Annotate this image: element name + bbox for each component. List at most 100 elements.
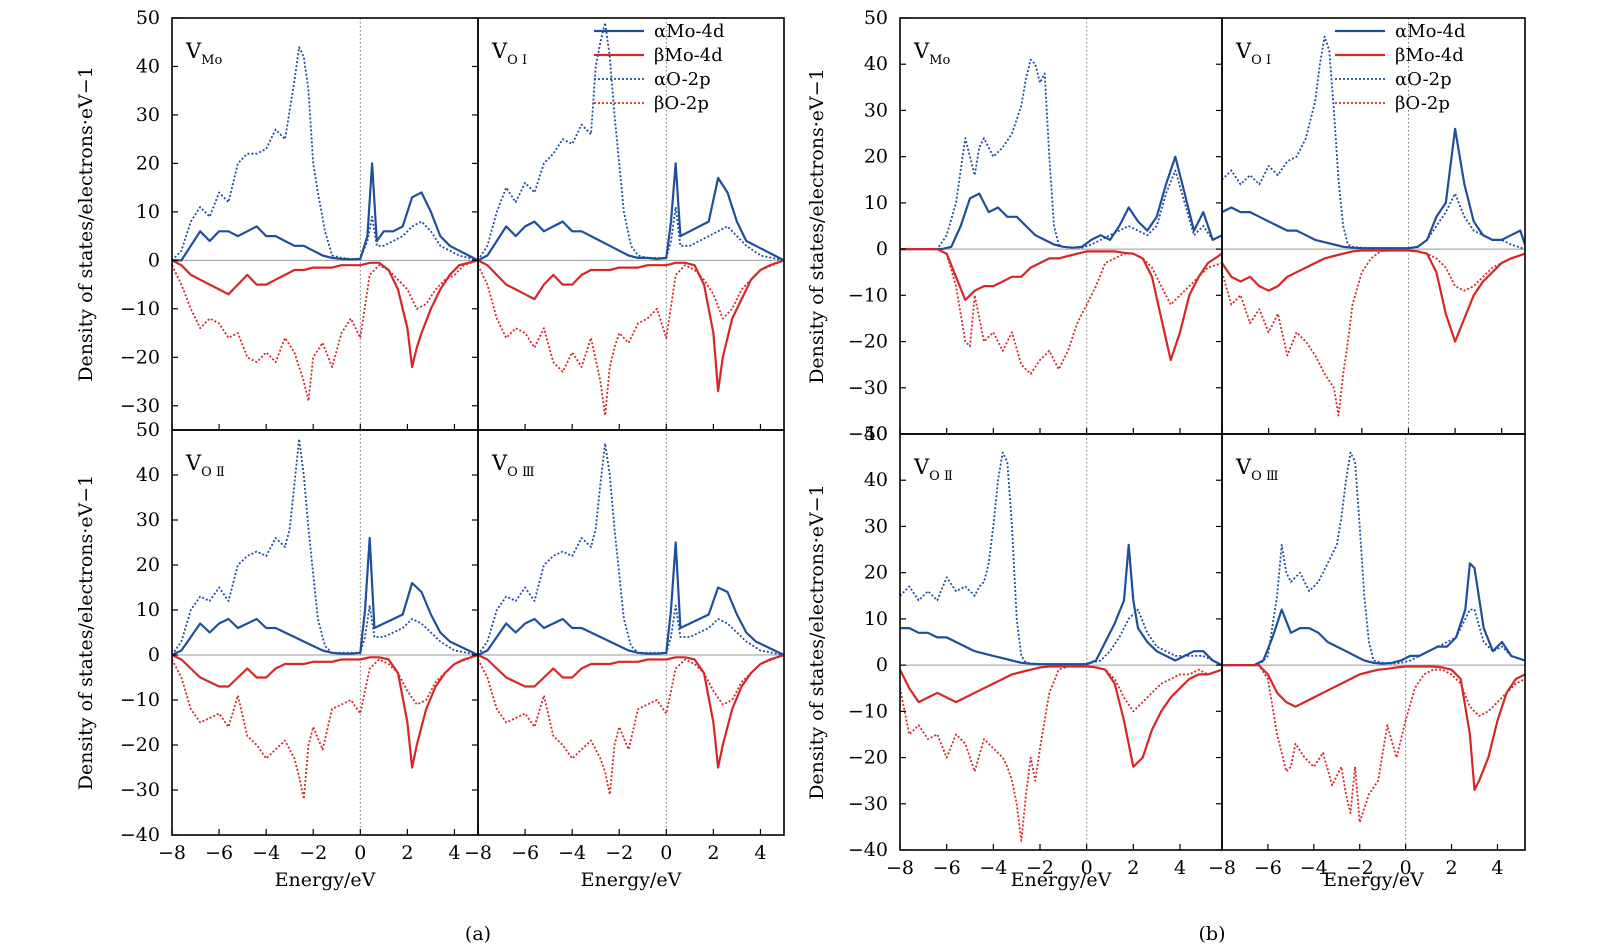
y-tick-label: 10 — [136, 599, 160, 621]
panel-1: 50 40 30 20 10 0 −10 −20 −30 −40 VMo — [848, 7, 1223, 445]
y-axis-label: Density of states/electrons·eV−1 — [75, 66, 97, 382]
y-tick-label: 0 — [148, 249, 160, 271]
panel-label-sub: Mo — [929, 53, 950, 68]
series-αMo-4d — [1222, 127, 1525, 250]
series-βMo-4d — [1222, 664, 1525, 791]
y-tick-label: −30 — [848, 377, 888, 399]
panel-label-sub: O Ⅱ — [929, 469, 953, 484]
y-tick-label: 30 — [136, 509, 160, 531]
series-αMo-4d — [1222, 562, 1525, 667]
x-axis-label: Energy/eV — [275, 869, 376, 891]
y-tick-label: 20 — [136, 554, 160, 576]
series-αMo-4d — [172, 162, 478, 262]
x-tick-label: 0 — [1081, 857, 1093, 879]
y-axis-label: Density of states/electrons·eV−1 — [806, 68, 828, 384]
series-αO-2p — [1222, 451, 1525, 666]
y-tick-label: 40 — [136, 55, 160, 77]
x-tick-label: −8 — [1208, 857, 1236, 879]
x-tick-label: 4 — [754, 842, 766, 864]
series-αMo-4d — [478, 162, 784, 262]
y-tick-label: 20 — [864, 562, 888, 584]
y-tick-label: −20 — [120, 346, 160, 368]
x-tick-label: −8 — [886, 857, 914, 879]
panel-frame — [477, 429, 785, 836]
series-βO-2p — [172, 259, 478, 402]
y-tick-label: −10 — [120, 689, 160, 711]
x-tick-label: −6 — [933, 857, 961, 879]
series-αO-2p — [172, 46, 478, 262]
panel-frame — [1221, 433, 1526, 851]
x-tick-label: −8 — [158, 842, 186, 864]
y-tick-label: −40 — [120, 824, 160, 846]
y-tick-label: 40 — [136, 464, 160, 486]
legend: αMo-4d βMo-4d αO-2p βO-2p — [1335, 21, 1465, 114]
x-tick-label: 4 — [1174, 857, 1186, 879]
x-tick-label: −4 — [558, 842, 586, 864]
series-αO-2p — [172, 438, 478, 656]
panel-2: VO Ⅰ αMo-4d βMo-4d αO-2p βO-2p — [477, 17, 785, 431]
y-tick-label: 50 — [136, 419, 160, 441]
y-tick-label: −30 — [848, 793, 888, 815]
panel-label: VMo — [913, 39, 950, 68]
y-tick-label: −10 — [848, 700, 888, 722]
panel-frame — [899, 17, 1223, 435]
panel-label-sub: O Ⅲ — [507, 465, 534, 480]
series-βO-2p — [172, 654, 478, 800]
y-tick-label: 40 — [864, 469, 888, 491]
y-tick-label: −40 — [848, 423, 888, 445]
x-tick-label: 2 — [401, 842, 413, 864]
y-tick-label: 20 — [864, 146, 888, 168]
panel-4: −8 −6 −4 −2 0 2 4 VO Ⅲ Energy/eV — [464, 429, 785, 891]
y-tick-label: 20 — [136, 152, 160, 174]
panel-label-sub: Mo — [201, 53, 222, 68]
panel-frame — [1221, 17, 1526, 435]
series-βMo-4d — [900, 248, 1222, 362]
y-tick-label: 10 — [864, 608, 888, 630]
y-tick-label: 0 — [148, 644, 160, 666]
panel-label: VO Ⅰ — [1235, 39, 1271, 68]
series-βO-2p — [1222, 664, 1525, 824]
series-βO-2p — [1222, 249, 1525, 417]
y-tick-label: 0 — [876, 238, 888, 260]
series-βO-2p — [900, 665, 1222, 842]
panel-frame — [171, 17, 479, 431]
panel-label-sub: O Ⅲ — [1251, 469, 1278, 484]
x-tick-label: −4 — [252, 842, 280, 864]
legend-label: βO-2p — [1395, 93, 1450, 114]
series-αMo-4d — [900, 543, 1222, 667]
panel-label: VMo — [185, 39, 222, 68]
x-tick-label: −2 — [1346, 857, 1374, 879]
panel-label-sub: O Ⅱ — [201, 465, 225, 480]
series-βMo-4d — [478, 259, 784, 393]
panel-1: 50 40 30 20 10 0 −10 −20 −30 VMo — [120, 7, 479, 431]
x-tick-label: 4 — [1491, 857, 1503, 879]
y-tick-label: −40 — [848, 839, 888, 861]
x-tick-label: −2 — [1026, 857, 1054, 879]
legend-label: αO-2p — [654, 69, 711, 90]
x-tick-label: 0 — [1400, 857, 1412, 879]
panel-frame — [899, 433, 1223, 851]
y-axis-label: Density of states/electrons·eV−1 — [75, 475, 97, 791]
panel-label-sub: O Ⅰ — [507, 53, 527, 68]
series-αMo-4d — [478, 541, 784, 656]
y-tick-label: 10 — [864, 192, 888, 214]
y-tick-label: 50 — [864, 7, 888, 29]
panel-label-sub: O Ⅰ — [1251, 53, 1271, 68]
series-βMo-4d — [172, 259, 478, 369]
x-axis-label: Energy/eV — [581, 869, 682, 891]
x-tick-label: −6 — [205, 842, 233, 864]
x-tick-label: −4 — [1300, 857, 1328, 879]
y-tick-label: 30 — [864, 515, 888, 537]
y-tick-label: 10 — [136, 201, 160, 223]
series-βMo-4d — [172, 653, 478, 769]
y-tick-label: −10 — [120, 298, 160, 320]
legend-label: βMo-4d — [654, 45, 723, 66]
y-tick-label: −20 — [120, 734, 160, 756]
y-tick-label: 30 — [136, 104, 160, 126]
y-tick-label: −20 — [848, 331, 888, 353]
y-tick-label: 30 — [864, 99, 888, 121]
